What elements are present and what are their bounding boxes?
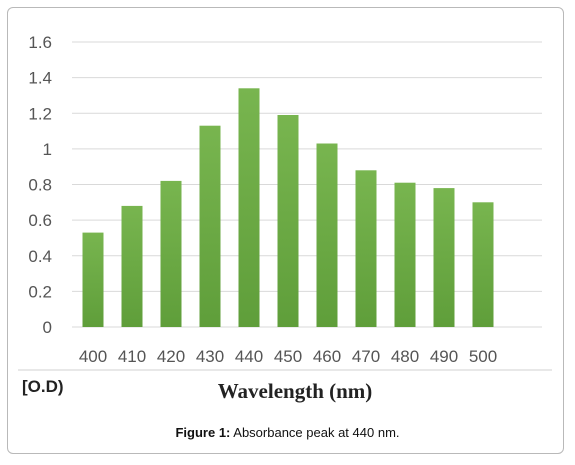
gridlines: [72, 41, 542, 328]
bar-480: [394, 182, 416, 327]
bar-490: [433, 188, 455, 327]
bar-500: [472, 202, 494, 327]
x-tick-label: 410: [118, 347, 146, 366]
y-tick-label: 1.6: [28, 33, 52, 52]
x-axis-label: Wavelength (nm): [218, 379, 373, 403]
x-tick-label: 430: [196, 347, 224, 366]
y-tick-label: 1.4: [28, 69, 52, 88]
bar-410: [121, 205, 143, 327]
bars: [82, 88, 494, 327]
bar-470: [355, 170, 377, 327]
bar-450: [277, 115, 299, 327]
y-tick-label: 0.8: [28, 176, 52, 195]
y-tick-label: 1.2: [28, 104, 52, 123]
figure-caption: Figure 1: Absorbance peak at 440 nm.: [0, 425, 575, 440]
x-tick-label: 490: [430, 347, 458, 366]
y-axis-label: [O.D): [22, 377, 64, 396]
bar-430: [199, 125, 221, 327]
x-tick-label: 480: [391, 347, 419, 366]
y-tick-label: 0.2: [28, 282, 52, 301]
bar-420: [160, 180, 182, 327]
x-tick-label: 420: [157, 347, 185, 366]
x-tick-label: 470: [352, 347, 380, 366]
x-tick-label: 440: [235, 347, 263, 366]
x-tick-label: 400: [79, 347, 107, 366]
bar-440: [238, 88, 260, 327]
y-tick-label: 0.4: [28, 247, 52, 266]
caption-text: Absorbance peak at 440 nm.: [230, 425, 400, 440]
y-axis-ticks: 0 0.2 0.4 0.6 0.8 1 1.2 1.4 1.6: [28, 33, 52, 337]
y-tick-label: 0.6: [28, 211, 52, 230]
bar-400: [82, 232, 104, 327]
y-tick-label: 0: [43, 318, 52, 337]
x-tick-label: 500: [469, 347, 497, 366]
x-tick-label: 450: [274, 347, 302, 366]
bar-460: [316, 143, 338, 327]
y-tick-label: 1: [43, 140, 52, 159]
x-axis-ticks: 400 410 420 430 440 450 460 470 480 490 500: [79, 347, 497, 366]
caption-label: Figure 1:: [175, 425, 231, 440]
x-tick-label: 460: [313, 347, 341, 366]
